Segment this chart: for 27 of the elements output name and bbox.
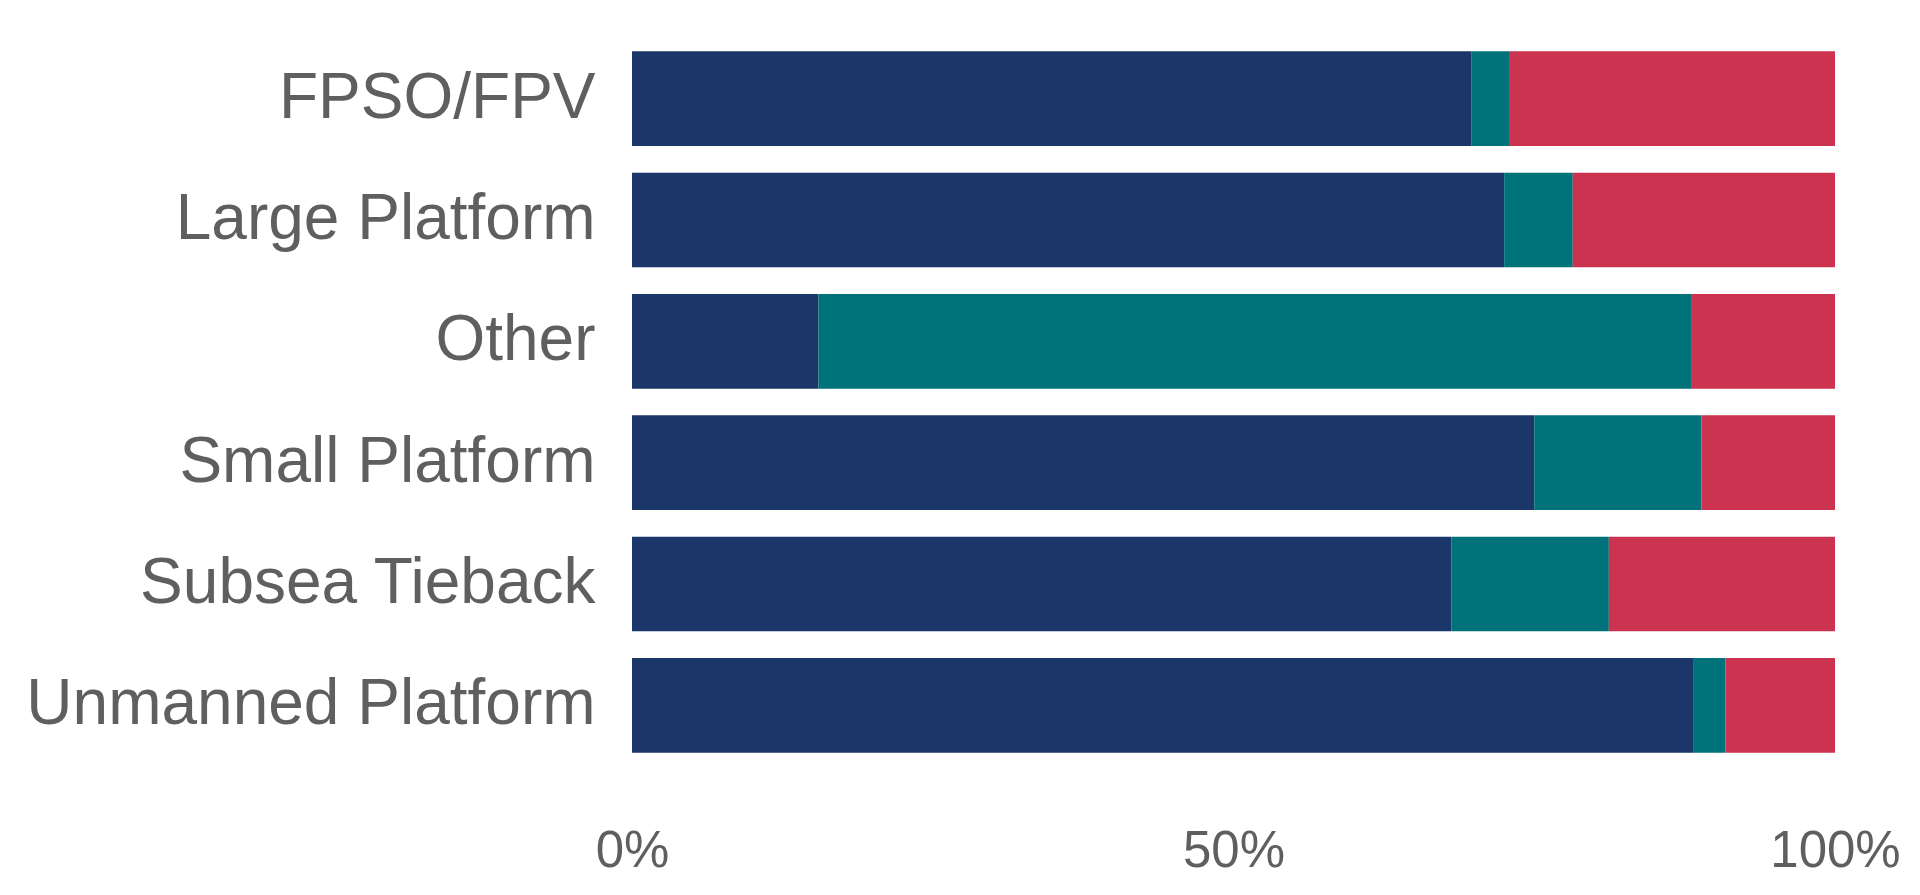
bar — [1701, 415, 1835, 510]
bar — [632, 172, 1505, 268]
bar — [1451, 536, 1609, 632]
bar — [632, 658, 1694, 753]
x-tick-label: 0% — [595, 820, 670, 878]
bar — [1691, 294, 1835, 389]
bar — [1608, 536, 1835, 632]
x-tick-label: 50% — [1182, 820, 1286, 878]
bar — [1572, 172, 1835, 268]
bar — [632, 415, 1535, 510]
bar — [1508, 51, 1835, 146]
bar — [818, 294, 1692, 389]
y-tick-label: Unmanned Platform — [26, 666, 596, 739]
bar — [1471, 51, 1509, 146]
y-tick-label: FPSO/FPV — [279, 59, 596, 132]
bar — [1534, 415, 1702, 510]
bar — [632, 51, 1472, 146]
y-tick-label: Subsea Tieback — [140, 545, 597, 617]
bar — [1693, 658, 1726, 753]
y-tick-label: Small Platform — [179, 423, 596, 496]
x-tick-label: 100% — [1770, 820, 1901, 878]
y-tick-label: Other — [435, 302, 596, 375]
bar — [632, 294, 819, 389]
bar — [1725, 658, 1835, 753]
y-tick-label: Large Platform — [175, 181, 596, 253]
bar — [632, 536, 1452, 632]
bar — [1504, 172, 1573, 268]
